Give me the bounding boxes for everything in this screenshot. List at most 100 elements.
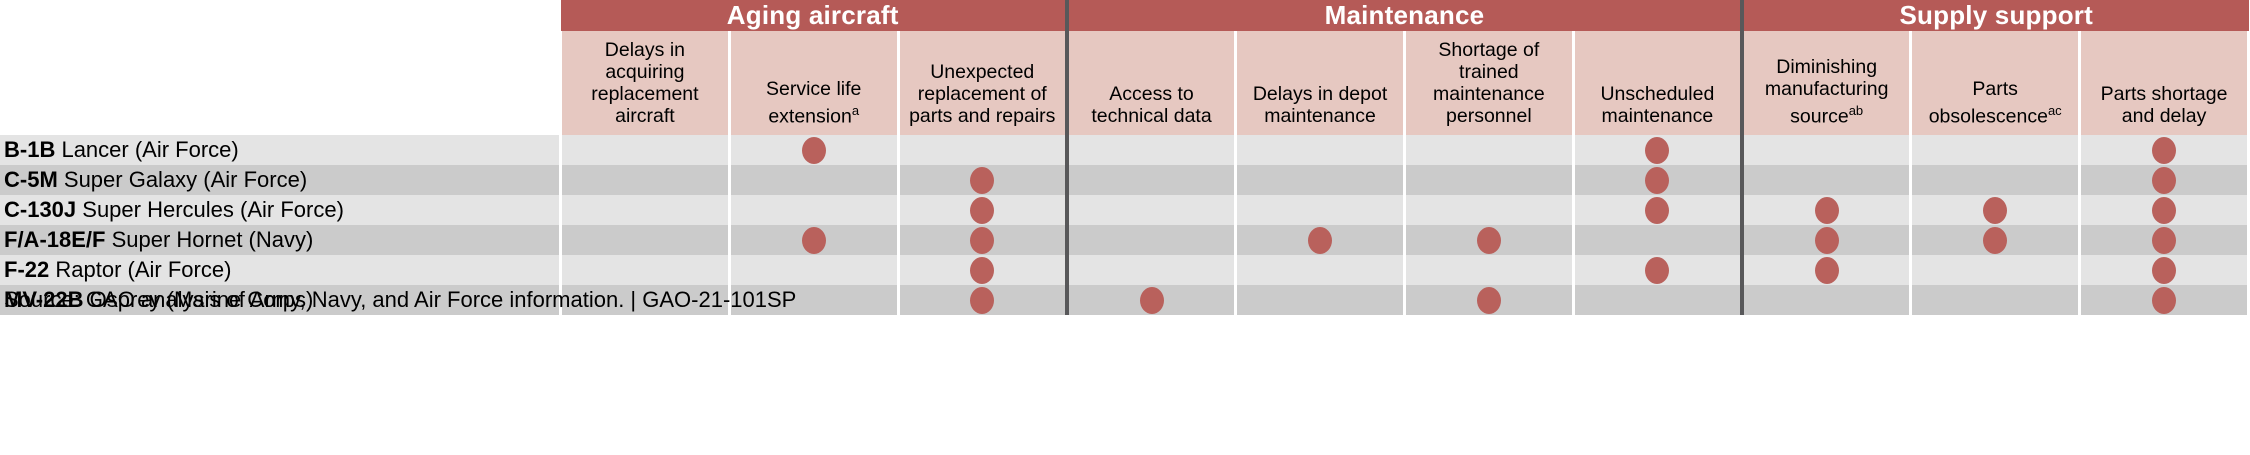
cell-delays-depot-maintenance (1234, 225, 1406, 255)
cell-parts-obsolescence (1909, 225, 2082, 255)
cell-shortage-trained-personnel (1402, 255, 1575, 285)
cell-access-technical-data (1064, 255, 1238, 285)
cell-delays-acquiring (559, 285, 731, 315)
column-header-row: Delays in acquiring replacement aircraft… (0, 31, 2250, 135)
risk-dot-icon (1814, 196, 1839, 224)
cell-diminishing-manufacturing-source (1740, 255, 1913, 285)
aircraft-model: F-22 (4, 257, 50, 282)
footnote-marker: a (851, 102, 860, 118)
cell-parts-obsolescence (1909, 165, 2082, 195)
cell-delays-depot-maintenance (1234, 255, 1406, 285)
cell-parts-shortage-delay (2078, 135, 2250, 165)
column-header-label: Unexpected replacement of parts and repa… (909, 61, 1056, 127)
risk-matrix-table: Aging aircraft Maintenance Supply suppor… (0, 0, 2250, 315)
risk-dot-icon (801, 136, 826, 164)
cell-parts-obsolescence (1909, 135, 2082, 165)
column-header-delays-acquiring: Delays in acquiring replacement aircraft (559, 31, 731, 135)
cell-parts-shortage-delay (2078, 285, 2250, 315)
group-band-row: Aging aircraft Maintenance Supply suppor… (0, 0, 2249, 31)
risk-dot-icon (1476, 226, 1501, 254)
cell-access-technical-data (1064, 195, 1238, 225)
cell-shortage-trained-personnel (1402, 135, 1575, 165)
column-header-diminishing-manufacturing-source: Diminishing manufacturing sourceab (1740, 31, 1913, 135)
cell-service-life-extension (727, 285, 900, 315)
cell-delays-depot-maintenance (1234, 195, 1406, 225)
aircraft-name: Osprey (Marine Corps) (83, 287, 314, 312)
cell-unscheduled-maintenance (1571, 225, 1744, 255)
risk-dot-icon (2152, 136, 2177, 164)
cell-unexpected-replacement (896, 195, 1069, 225)
group-header-maintenance: Maintenance (1064, 0, 1743, 31)
column-header-label: Delays in acquiring replacement aircraft (591, 39, 699, 127)
risk-dot-icon (2152, 226, 2177, 254)
column-header-label: Access to technical data (1091, 83, 1212, 127)
risk-dot-icon (1645, 256, 1670, 284)
cell-access-technical-data (1064, 135, 1238, 165)
aircraft-model: MV-22B (4, 287, 84, 312)
cell-unexpected-replacement (896, 135, 1069, 165)
cell-delays-acquiring (559, 195, 731, 225)
table-row: C-5M Super Galaxy (Air Force) (0, 165, 2250, 195)
cell-access-technical-data (1064, 285, 1238, 315)
column-header-service-life-extension: Service life extensiona (727, 31, 900, 135)
risk-dot-icon (1476, 286, 1501, 314)
group-header-aging-aircraft: Aging aircraft (560, 0, 1067, 31)
column-header-unscheduled-maintenance: Unscheduled maintenance (1571, 31, 1744, 135)
cell-service-life-extension (727, 195, 900, 225)
cell-service-life-extension (727, 255, 900, 285)
cell-shortage-trained-personnel (1402, 165, 1575, 195)
cell-unexpected-replacement (896, 165, 1069, 195)
cell-shortage-trained-personnel (1402, 195, 1575, 225)
column-header-spacer (0, 31, 561, 135)
cell-delays-acquiring (559, 165, 731, 195)
table-row: F-22 Raptor (Air Force) (0, 255, 2250, 285)
cell-parts-obsolescence (1909, 195, 2082, 225)
risk-dot-icon (2152, 196, 2177, 224)
cell-delays-depot-maintenance (1234, 135, 1406, 165)
risk-dot-icon (1645, 166, 1670, 194)
cell-parts-shortage-delay (2078, 165, 2250, 195)
cell-unscheduled-maintenance (1571, 135, 1744, 165)
risk-dot-icon (1308, 226, 1333, 254)
risk-dot-icon (801, 226, 826, 254)
risk-dot-icon (970, 196, 995, 224)
aircraft-name: Lancer (Air Force) (55, 137, 239, 162)
row-label-c-5m: C-5M Super Galaxy (Air Force) (0, 165, 561, 195)
column-header-parts-obsolescence: Parts obsolescenceac (1909, 31, 2082, 135)
column-header-delays-depot-maintenance: Delays in depot maintenance (1234, 31, 1406, 135)
column-header-label: Diminishing manufacturing source (1764, 55, 1889, 127)
column-header-label: Unscheduled maintenance (1600, 83, 1715, 127)
cell-service-life-extension (727, 225, 900, 255)
cell-delays-depot-maintenance (1234, 285, 1406, 315)
aircraft-name: Super Hornet (Navy) (105, 227, 314, 252)
cell-service-life-extension (727, 135, 900, 165)
cell-access-technical-data (1064, 165, 1238, 195)
cell-unscheduled-maintenance (1571, 195, 1744, 225)
risk-dot-icon (2152, 256, 2177, 284)
table-body: B-1B Lancer (Air Force) C-5M Super Galaxy… (0, 135, 2250, 315)
cell-unexpected-replacement (896, 225, 1069, 255)
cell-delays-acquiring (559, 135, 731, 165)
column-header-label: Parts shortage and delay (2100, 83, 2228, 127)
risk-dot-icon (970, 166, 995, 194)
column-header-shortage-trained-personnel: Shortage of trained maintenance personne… (1402, 31, 1575, 135)
cell-unscheduled-maintenance (1571, 285, 1744, 315)
cell-delays-acquiring (559, 225, 731, 255)
risk-dot-icon (970, 286, 995, 314)
cell-parts-shortage-delay (2078, 255, 2250, 285)
table-row: C-130J Super Hercules (Air Force) (0, 195, 2250, 225)
cell-diminishing-manufacturing-source (1740, 135, 1913, 165)
column-header-label: Shortage of trained maintenance personne… (1433, 39, 1545, 127)
risk-dot-icon (1139, 286, 1164, 314)
column-header-unexpected-replacement: Unexpected replacement of parts and repa… (896, 31, 1069, 135)
column-header-access-technical-data: Access to technical data (1064, 31, 1238, 135)
row-label-mv-22b: MV-22B Osprey (Marine Corps) (0, 285, 561, 315)
risk-dot-icon (1814, 226, 1839, 254)
risk-dot-icon (970, 226, 995, 254)
cell-parts-obsolescence (1909, 285, 2082, 315)
risk-dot-icon (2152, 286, 2177, 314)
cell-parts-obsolescence (1909, 255, 2082, 285)
group-band-spacer (0, 0, 561, 31)
cell-parts-shortage-delay (2078, 225, 2250, 255)
risk-dot-icon (1983, 196, 2008, 224)
